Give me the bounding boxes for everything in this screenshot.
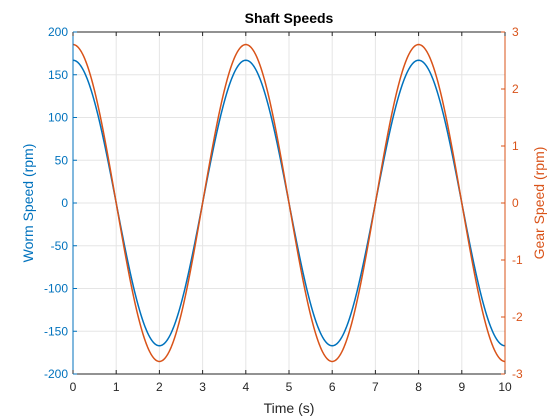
x-tick-label: 2	[156, 380, 163, 394]
left-y-tick-label: 50	[55, 153, 69, 167]
left-y-tick-label: 200	[48, 25, 68, 39]
chart-title: Shaft Speeds	[245, 10, 334, 26]
right-y-tick-label: -1	[512, 253, 523, 267]
left-y-tick-label: -150	[44, 324, 68, 338]
x-tick-label: 8	[415, 380, 422, 394]
left-y-tick-label: 100	[48, 111, 68, 125]
right-y-tick-label: -2	[512, 310, 523, 324]
x-tick-label: 9	[458, 380, 465, 394]
x-tick-label: 7	[372, 380, 379, 394]
x-axis-label: Time (s)	[264, 400, 315, 416]
right-y-tick-label: 0	[512, 196, 519, 210]
left-y-axis-label: Worm Speed (rpm)	[20, 144, 36, 263]
x-tick-label: 0	[70, 380, 77, 394]
right-y-tick-label: -3	[512, 367, 523, 381]
gear-speed-series-line	[72, 43, 506, 363]
x-tick-label: 1	[113, 380, 120, 394]
right-y-tick-label: 3	[512, 25, 519, 39]
axes-layer	[72, 31, 506, 375]
tick-labels: 0 1 2 3 4 5 6 7 8 9 10200150100500-50-100-150-2003…	[44, 25, 523, 394]
x-tick-label: 5	[286, 380, 293, 394]
right-y-axis-label: Gear Speed (rpm)	[531, 147, 547, 260]
x-tick-label: 6	[329, 380, 336, 394]
right-y-tick-label: 1	[512, 139, 519, 153]
left-y-tick-label: 0	[61, 196, 68, 210]
series-layer	[72, 43, 506, 363]
x-tick-label: 3	[199, 380, 206, 394]
left-y-tick-label: -100	[44, 282, 68, 296]
x-tick-label: 10	[498, 380, 512, 394]
left-y-tick-label: -50	[51, 239, 69, 253]
left-y-tick-label: 150	[48, 68, 68, 82]
left-y-tick-label: -200	[44, 367, 68, 381]
right-y-tick-label: 2	[512, 82, 519, 96]
x-tick-label: 4	[242, 380, 249, 394]
